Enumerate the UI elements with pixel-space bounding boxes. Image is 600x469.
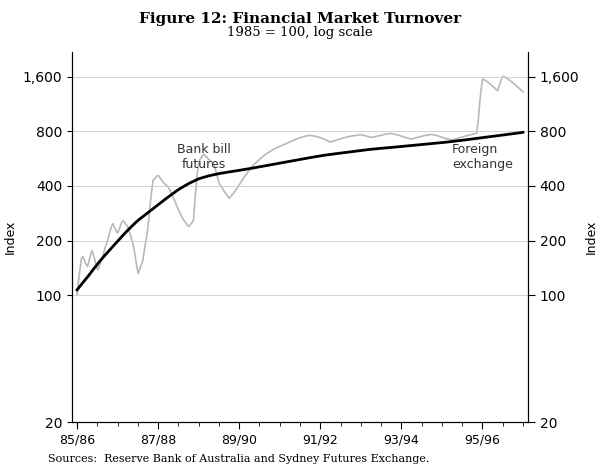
Y-axis label: Index: Index [4,219,17,254]
Text: Sources:  Reserve Bank of Australia and Sydney Futures Exchange.: Sources: Reserve Bank of Australia and S… [48,454,430,464]
Text: Foreign
exchange: Foreign exchange [452,143,513,171]
Text: 1985 = 100, log scale: 1985 = 100, log scale [227,26,373,39]
Y-axis label: Index: Index [585,219,598,254]
Text: Bank bill
futures: Bank bill futures [177,143,230,171]
Text: Figure 12: Financial Market Turnover: Figure 12: Financial Market Turnover [139,12,461,26]
